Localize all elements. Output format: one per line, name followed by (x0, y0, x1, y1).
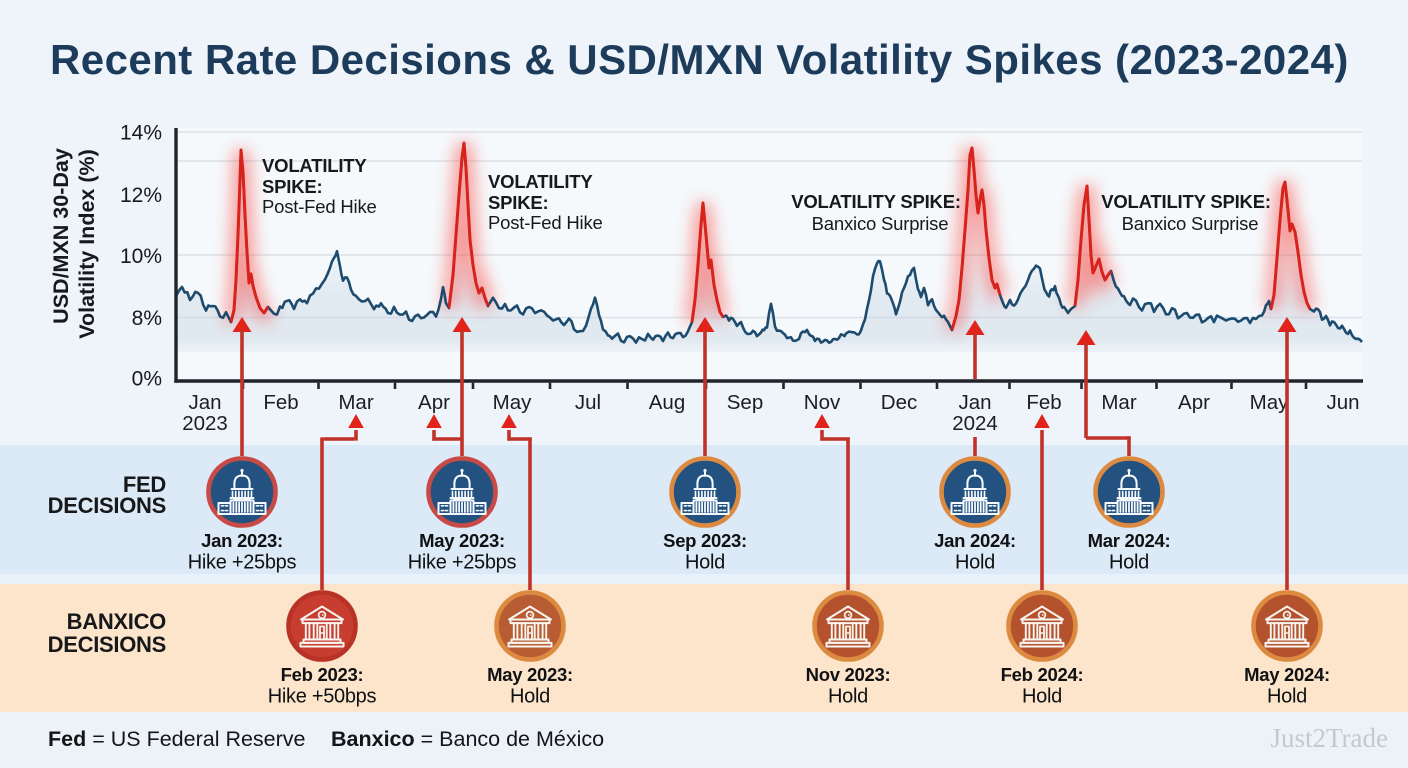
svg-text:Just2Trade: Just2Trade (1270, 723, 1388, 753)
svg-text:Apr: Apr (418, 391, 450, 414)
svg-text:2023: 2023 (182, 412, 228, 435)
svg-text:Hold: Hold (1022, 686, 1062, 708)
svg-text:SPIKE:: SPIKE: (262, 176, 322, 197)
svg-text:Feb 2023:: Feb 2023: (281, 664, 364, 685)
svg-text:Post-Fed Hike: Post-Fed Hike (488, 212, 603, 233)
svg-text:SPIKE:: SPIKE: (488, 192, 548, 213)
svg-text:Aug: Aug (649, 391, 685, 414)
svg-text:Hike +50bps: Hike +50bps (268, 686, 377, 708)
svg-text:FED: FED (123, 472, 166, 497)
svg-text:Mar: Mar (338, 391, 373, 414)
svg-text:May 2023:: May 2023: (419, 530, 505, 551)
svg-text:Jul: Jul (575, 391, 601, 414)
svg-text:10%: 10% (120, 245, 162, 268)
svg-text:14%: 14% (120, 122, 162, 145)
svg-text:May: May (493, 391, 532, 414)
svg-text:Hold: Hold (1267, 686, 1307, 708)
svg-text:Volatility Index (%): Volatility Index (%) (75, 149, 99, 339)
svg-text:Jun: Jun (1326, 391, 1359, 414)
svg-text:Hold: Hold (510, 686, 550, 708)
svg-text:USD/MXN 30-Day: USD/MXN 30-Day (49, 148, 73, 324)
svg-text:Post-Fed Hike: Post-Fed Hike (262, 196, 377, 217)
svg-text:VOLATILITY: VOLATILITY (488, 171, 593, 192)
svg-text:Sep: Sep (727, 391, 763, 414)
svg-text:Feb: Feb (1026, 391, 1061, 414)
svg-text:Hold: Hold (1109, 552, 1149, 574)
svg-text:Banxico Surprise: Banxico Surprise (812, 213, 949, 234)
svg-text:Mar 2024:: Mar 2024: (1088, 530, 1171, 551)
svg-text:Banxico Surprise: Banxico Surprise (1122, 213, 1259, 234)
svg-text:Hike +25bps: Hike +25bps (408, 552, 517, 574)
svg-text:Sep 2023:: Sep 2023: (663, 530, 747, 551)
svg-text:May 2024:: May 2024: (1244, 664, 1330, 685)
svg-text:VOLATILITY SPIKE:: VOLATILITY SPIKE: (1101, 191, 1271, 212)
svg-text:Nov 2023:: Nov 2023: (806, 664, 891, 685)
svg-text:Dec: Dec (881, 391, 917, 414)
svg-text:Hold: Hold (955, 552, 995, 574)
svg-text:Apr: Apr (1178, 391, 1210, 414)
svg-text:0%: 0% (132, 368, 162, 391)
svg-text:May 2023:: May 2023: (487, 664, 573, 685)
svg-text:VOLATILITY SPIKE:: VOLATILITY SPIKE: (791, 191, 961, 212)
svg-text:8%: 8% (132, 307, 162, 330)
svg-text:DECISIONS: DECISIONS (48, 632, 166, 657)
svg-text:VOLATILITY: VOLATILITY (262, 155, 367, 176)
svg-text:Mar: Mar (1101, 391, 1136, 414)
svg-text:Nov: Nov (804, 391, 841, 414)
svg-text:Recent Rate Decisions & USD/MX: Recent Rate Decisions & USD/MXN Volatili… (50, 36, 1349, 83)
svg-text:Hike +25bps: Hike +25bps (188, 552, 297, 574)
svg-text:Jan: Jan (188, 391, 221, 414)
svg-text:Feb 2024:: Feb 2024: (1001, 664, 1084, 685)
svg-text:2024: 2024 (952, 412, 998, 435)
svg-text:Fed = US Federal Reserve: Fed = US Federal Reserve (48, 727, 306, 751)
svg-text:12%: 12% (120, 184, 162, 207)
svg-text:Banxico = Banco de México: Banxico = Banco de México (331, 727, 604, 751)
svg-text:May: May (1250, 391, 1289, 414)
svg-text:BANXICO: BANXICO (67, 609, 167, 634)
svg-text:Hold: Hold (828, 686, 868, 708)
svg-text:Jan 2023:: Jan 2023: (201, 530, 283, 551)
svg-text:DECISIONS: DECISIONS (48, 493, 166, 518)
svg-text:Feb: Feb (263, 391, 298, 414)
svg-text:Hold: Hold (685, 552, 725, 574)
svg-text:Jan: Jan (958, 391, 991, 414)
svg-text:Jan 2024:: Jan 2024: (934, 530, 1016, 551)
